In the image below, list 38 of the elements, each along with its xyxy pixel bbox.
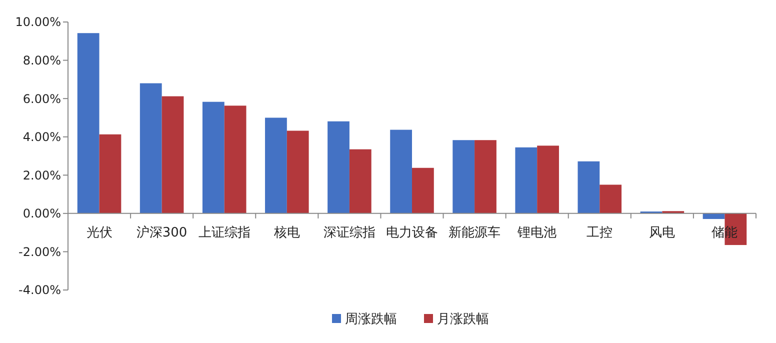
bar — [578, 161, 600, 214]
bar — [600, 184, 622, 214]
bar — [162, 96, 184, 214]
bar — [265, 118, 287, 214]
x-tick-label: 工控 — [586, 225, 613, 240]
y-tick-label: 8.00% — [22, 53, 61, 68]
y-tick-label: 4.00% — [22, 130, 61, 144]
x-tick-label: 核电 — [272, 225, 300, 240]
x-tick-label: 深证综指 — [323, 225, 376, 240]
bar — [202, 102, 224, 214]
bar — [99, 134, 122, 214]
y-tick-label: 2.00% — [22, 168, 61, 182]
bar — [140, 83, 162, 214]
bar — [328, 121, 350, 214]
legend-label: 周涨跌幅 — [345, 312, 397, 327]
x-tick-label: 上证综指 — [198, 225, 250, 240]
bar — [224, 106, 246, 214]
legend-label: 月涨跌幅 — [437, 312, 489, 327]
bar — [412, 168, 434, 214]
bar — [390, 130, 412, 214]
y-tick-label: -2.00% — [18, 244, 61, 259]
y-tick-label: 10.00% — [15, 15, 61, 30]
x-tick-label: 电力设备 — [386, 225, 438, 240]
y-tick-label: 0.00% — [22, 206, 61, 221]
bar — [286, 130, 309, 214]
bar — [452, 140, 475, 214]
y-tick-label: 6.00% — [22, 92, 61, 106]
x-tick-label: 光伏 — [86, 225, 112, 240]
bar — [537, 146, 559, 214]
x-tick-label: 锂电池 — [516, 225, 557, 240]
bar — [474, 140, 496, 214]
y-tick-label: -4.00% — [18, 283, 61, 298]
x-tick-label: 风电 — [649, 225, 676, 240]
x-tick-label: 沪深300 — [136, 224, 188, 240]
bar — [77, 33, 100, 214]
x-tick-label: 新能源车 — [448, 225, 501, 240]
bar — [515, 147, 538, 214]
bar — [349, 149, 372, 214]
